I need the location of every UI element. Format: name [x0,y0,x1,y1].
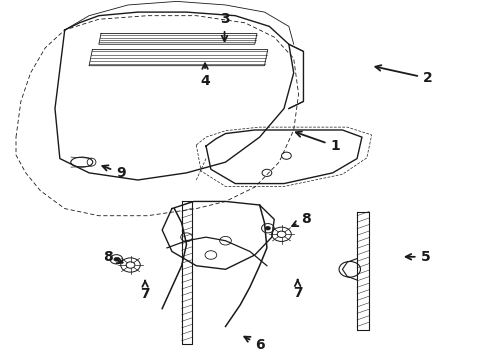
Text: 2: 2 [375,65,433,85]
Text: 7: 7 [293,280,302,300]
Text: 6: 6 [245,337,265,352]
Text: 7: 7 [140,281,150,301]
Text: 3: 3 [220,12,229,41]
Text: 9: 9 [102,165,125,180]
Text: 5: 5 [406,250,430,264]
Text: 8: 8 [103,250,122,264]
Text: 8: 8 [292,212,311,226]
Text: 4: 4 [200,63,210,88]
Circle shape [266,226,270,230]
Text: 1: 1 [296,131,340,153]
Circle shape [114,257,119,261]
